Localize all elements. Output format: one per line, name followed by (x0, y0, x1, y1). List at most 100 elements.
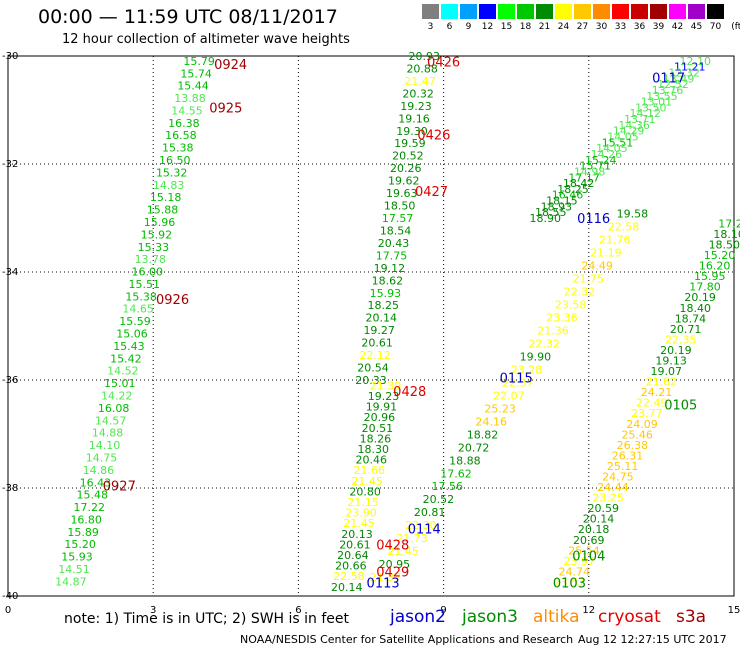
wave-height-label: 15.42 (110, 352, 142, 365)
scale-label: 9 (465, 22, 472, 32)
wave-height-label: 12.10 (680, 55, 712, 68)
wave-height-label: 20.32 (402, 87, 434, 100)
wave-height-label: 19.59 (394, 137, 426, 150)
wave-height-label: 22.30 (405, 519, 437, 532)
wave-height-label: 23.97 (563, 555, 595, 568)
wave-height-label: 19.27 (363, 324, 395, 337)
scale-swatch (631, 4, 648, 19)
wave-height-label: 17.17 (568, 171, 600, 184)
wave-height-label: 16.58 (165, 129, 197, 142)
pass-number-label: 0427 (415, 185, 448, 200)
wave-height-label: 16.00 (132, 266, 164, 279)
wave-height-label: 25.46 (621, 428, 653, 441)
wave-height-label: 16.80 (70, 513, 102, 526)
wave-height-label: 15.88 (147, 204, 179, 217)
wave-height-label: 19.07 (650, 365, 682, 378)
wave-height-label: 15.74 (180, 67, 212, 80)
wave-height-label: 13.55 (646, 90, 678, 103)
scale-swatch (441, 4, 458, 19)
wave-height-label: 23.77 (631, 407, 663, 420)
wave-height-label: 14.86 (83, 464, 115, 477)
wave-height-label: 18.93 (541, 200, 573, 213)
wave-height-label: 21.45 (387, 545, 419, 558)
wave-height-label: 22.32 (528, 337, 560, 350)
wave-height-label: 20.72 (458, 441, 490, 454)
pass-number-label: 0428 (393, 385, 426, 400)
wave-height-label: 15.06 (116, 328, 148, 341)
wave-height-label: 20.26 (390, 162, 422, 175)
wave-height-label: 20.69 (573, 534, 605, 547)
wave-height-label: 20.18 (578, 523, 610, 536)
wave-height-label: 19.23 (368, 390, 400, 403)
wave-height-label: 18.30 (358, 443, 390, 456)
scale-label: 42 (671, 22, 684, 32)
wave-height-label: 15.18 (150, 191, 182, 204)
wave-height-label: 19.90 (520, 350, 552, 363)
y-tick-label: -34 (2, 267, 18, 278)
x-tick-label: 0 (5, 605, 11, 616)
wave-height-label: 14.51 (58, 563, 90, 576)
scale-swatch (650, 4, 667, 19)
scale-swatch (612, 4, 629, 19)
wave-height-label: 23.57 (554, 576, 586, 589)
wave-height-label: 18.40 (680, 302, 712, 315)
x-tick-label: 3 (150, 605, 156, 616)
wave-height-label: 26.31 (612, 449, 644, 462)
wave-height-label: 22.07 (493, 389, 525, 402)
wave-height-label: 20.14 (365, 312, 397, 325)
wave-height-label: 21.45 (343, 517, 375, 530)
wave-height-label: 20.54 (357, 362, 389, 375)
wave-height-label: 13.49 (663, 72, 695, 85)
wave-height-label: 14.52 (107, 365, 139, 378)
pass-number-label: 0428 (376, 539, 409, 554)
wave-height-label: 20.51 (362, 422, 394, 435)
x-tick-label: 12 (582, 605, 595, 616)
wave-height-label: 18.74 (675, 312, 707, 325)
wave-height-label: 13.01 (641, 96, 673, 109)
scale-swatch (536, 4, 553, 19)
wave-height-label: 15.96 (144, 216, 176, 229)
wave-height-label: 21.45 (351, 475, 383, 488)
scale-label: 36 (633, 22, 646, 32)
wave-height-label: 18.15 (546, 195, 578, 208)
chart-title: 00:00 — 11:59 UTC 08/11/2017 (38, 6, 338, 28)
scale-label: 12 (481, 22, 494, 32)
wave-height-label: 14.05 (596, 142, 628, 155)
wave-height-label: 15.20 (64, 538, 96, 551)
wave-height-label: 19.12 (374, 262, 406, 275)
scale-label: 15 (500, 22, 513, 32)
wave-height-label: 19.13 (655, 354, 687, 367)
wave-height-label: 20.13 (341, 528, 373, 541)
wave-height-label: 21.15 (347, 496, 379, 509)
plot-frame (7, 55, 735, 597)
pass-number-label: 0926 (156, 293, 189, 308)
wave-height-label: 15.89 (67, 526, 99, 539)
scale-swatch (460, 4, 477, 19)
wave-height-label: 16.20 (699, 260, 731, 273)
wave-height-label: 14.36 (618, 119, 650, 132)
wave-height-label: 18.54 (380, 224, 412, 237)
scale-label: 45 (690, 22, 703, 32)
wave-height-label: 19.91 (366, 401, 398, 414)
wave-height-label: 15.71 (580, 160, 612, 173)
scale-label: 3 (427, 22, 434, 32)
wave-height-label: 14.83 (153, 179, 185, 192)
wave-height-label: 20.88 (406, 62, 438, 75)
legend-jason2: jason2 (390, 607, 446, 627)
wave-height-label: 15.44 (177, 80, 209, 93)
wave-height-label: 18.55 (535, 206, 567, 219)
wave-height-label: 19.58 (617, 208, 649, 221)
wave-height-label: 14.05 (607, 131, 639, 144)
wave-height-label: 20.14 (331, 581, 363, 594)
wave-height-label: 20.66 (335, 560, 367, 573)
wave-height-label: 14.22 (101, 390, 133, 403)
scale-swatch (422, 4, 439, 19)
x-tick-label: 9 (440, 605, 446, 616)
wave-height-label: 14.10 (89, 439, 121, 452)
scale-label: (ft) (731, 22, 740, 32)
wave-height-label: 25.11 (607, 460, 639, 473)
wave-height-label: 20.14 (583, 513, 615, 526)
wave-height-label: 26.38 (617, 439, 649, 452)
wave-height-label: 17.75 (376, 249, 408, 262)
pass-number-label: 0114 (408, 523, 441, 538)
